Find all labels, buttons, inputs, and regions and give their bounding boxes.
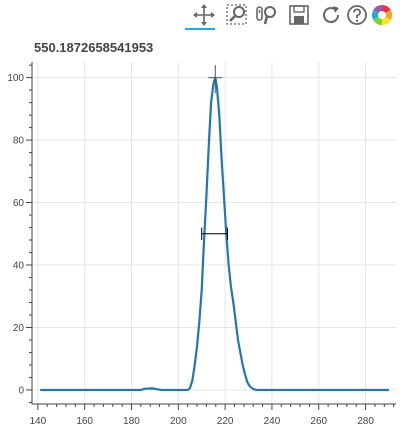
box-zoom-icon — [226, 4, 247, 25]
axes: 0 20 40 60 80 100 140 160 180 200 220 240 260 280 — [7, 62, 396, 427]
y-tick-label: 100 — [7, 73, 24, 84]
wheel-zoom-icon — [256, 6, 276, 25]
annotations — [201, 65, 228, 241]
x-tick-label: 180 — [123, 416, 140, 427]
x-tick-label: 260 — [310, 416, 327, 427]
active-tool-indicator — [185, 28, 215, 30]
toolbar — [185, 0, 400, 32]
y-tick-label: 0 — [18, 385, 24, 396]
reset-tool[interactable] — [319, 3, 343, 27]
y-tick-label: 40 — [13, 261, 25, 272]
bokeh-logo[interactable] — [370, 3, 394, 27]
y-tick-label: 20 — [13, 323, 25, 334]
x-tick-label: 280 — [357, 416, 374, 427]
bokeh-logo-icon — [371, 4, 393, 26]
grid — [32, 62, 396, 404]
save-icon — [289, 5, 309, 25]
chart-title: 550.1872658541953 — [34, 40, 154, 55]
x-tick-label: 200 — [170, 416, 187, 427]
help-tool[interactable] — [345, 3, 369, 27]
y-tick-label: 60 — [13, 198, 25, 209]
x-tick-label: 220 — [217, 416, 234, 427]
save-tool[interactable] — [287, 3, 311, 27]
pan-tool[interactable] — [192, 3, 216, 27]
x-tick-label: 240 — [264, 416, 281, 427]
x-tick-label: 160 — [76, 416, 93, 427]
help-icon — [347, 5, 367, 25]
x-tick-label: 140 — [30, 416, 47, 427]
wheel-zoom-tool[interactable] — [255, 3, 279, 27]
move-arrows-icon — [193, 4, 215, 26]
y-tick-label: 80 — [13, 136, 25, 147]
box-zoom-tool[interactable] — [225, 3, 249, 27]
reset-icon — [323, 6, 340, 24]
